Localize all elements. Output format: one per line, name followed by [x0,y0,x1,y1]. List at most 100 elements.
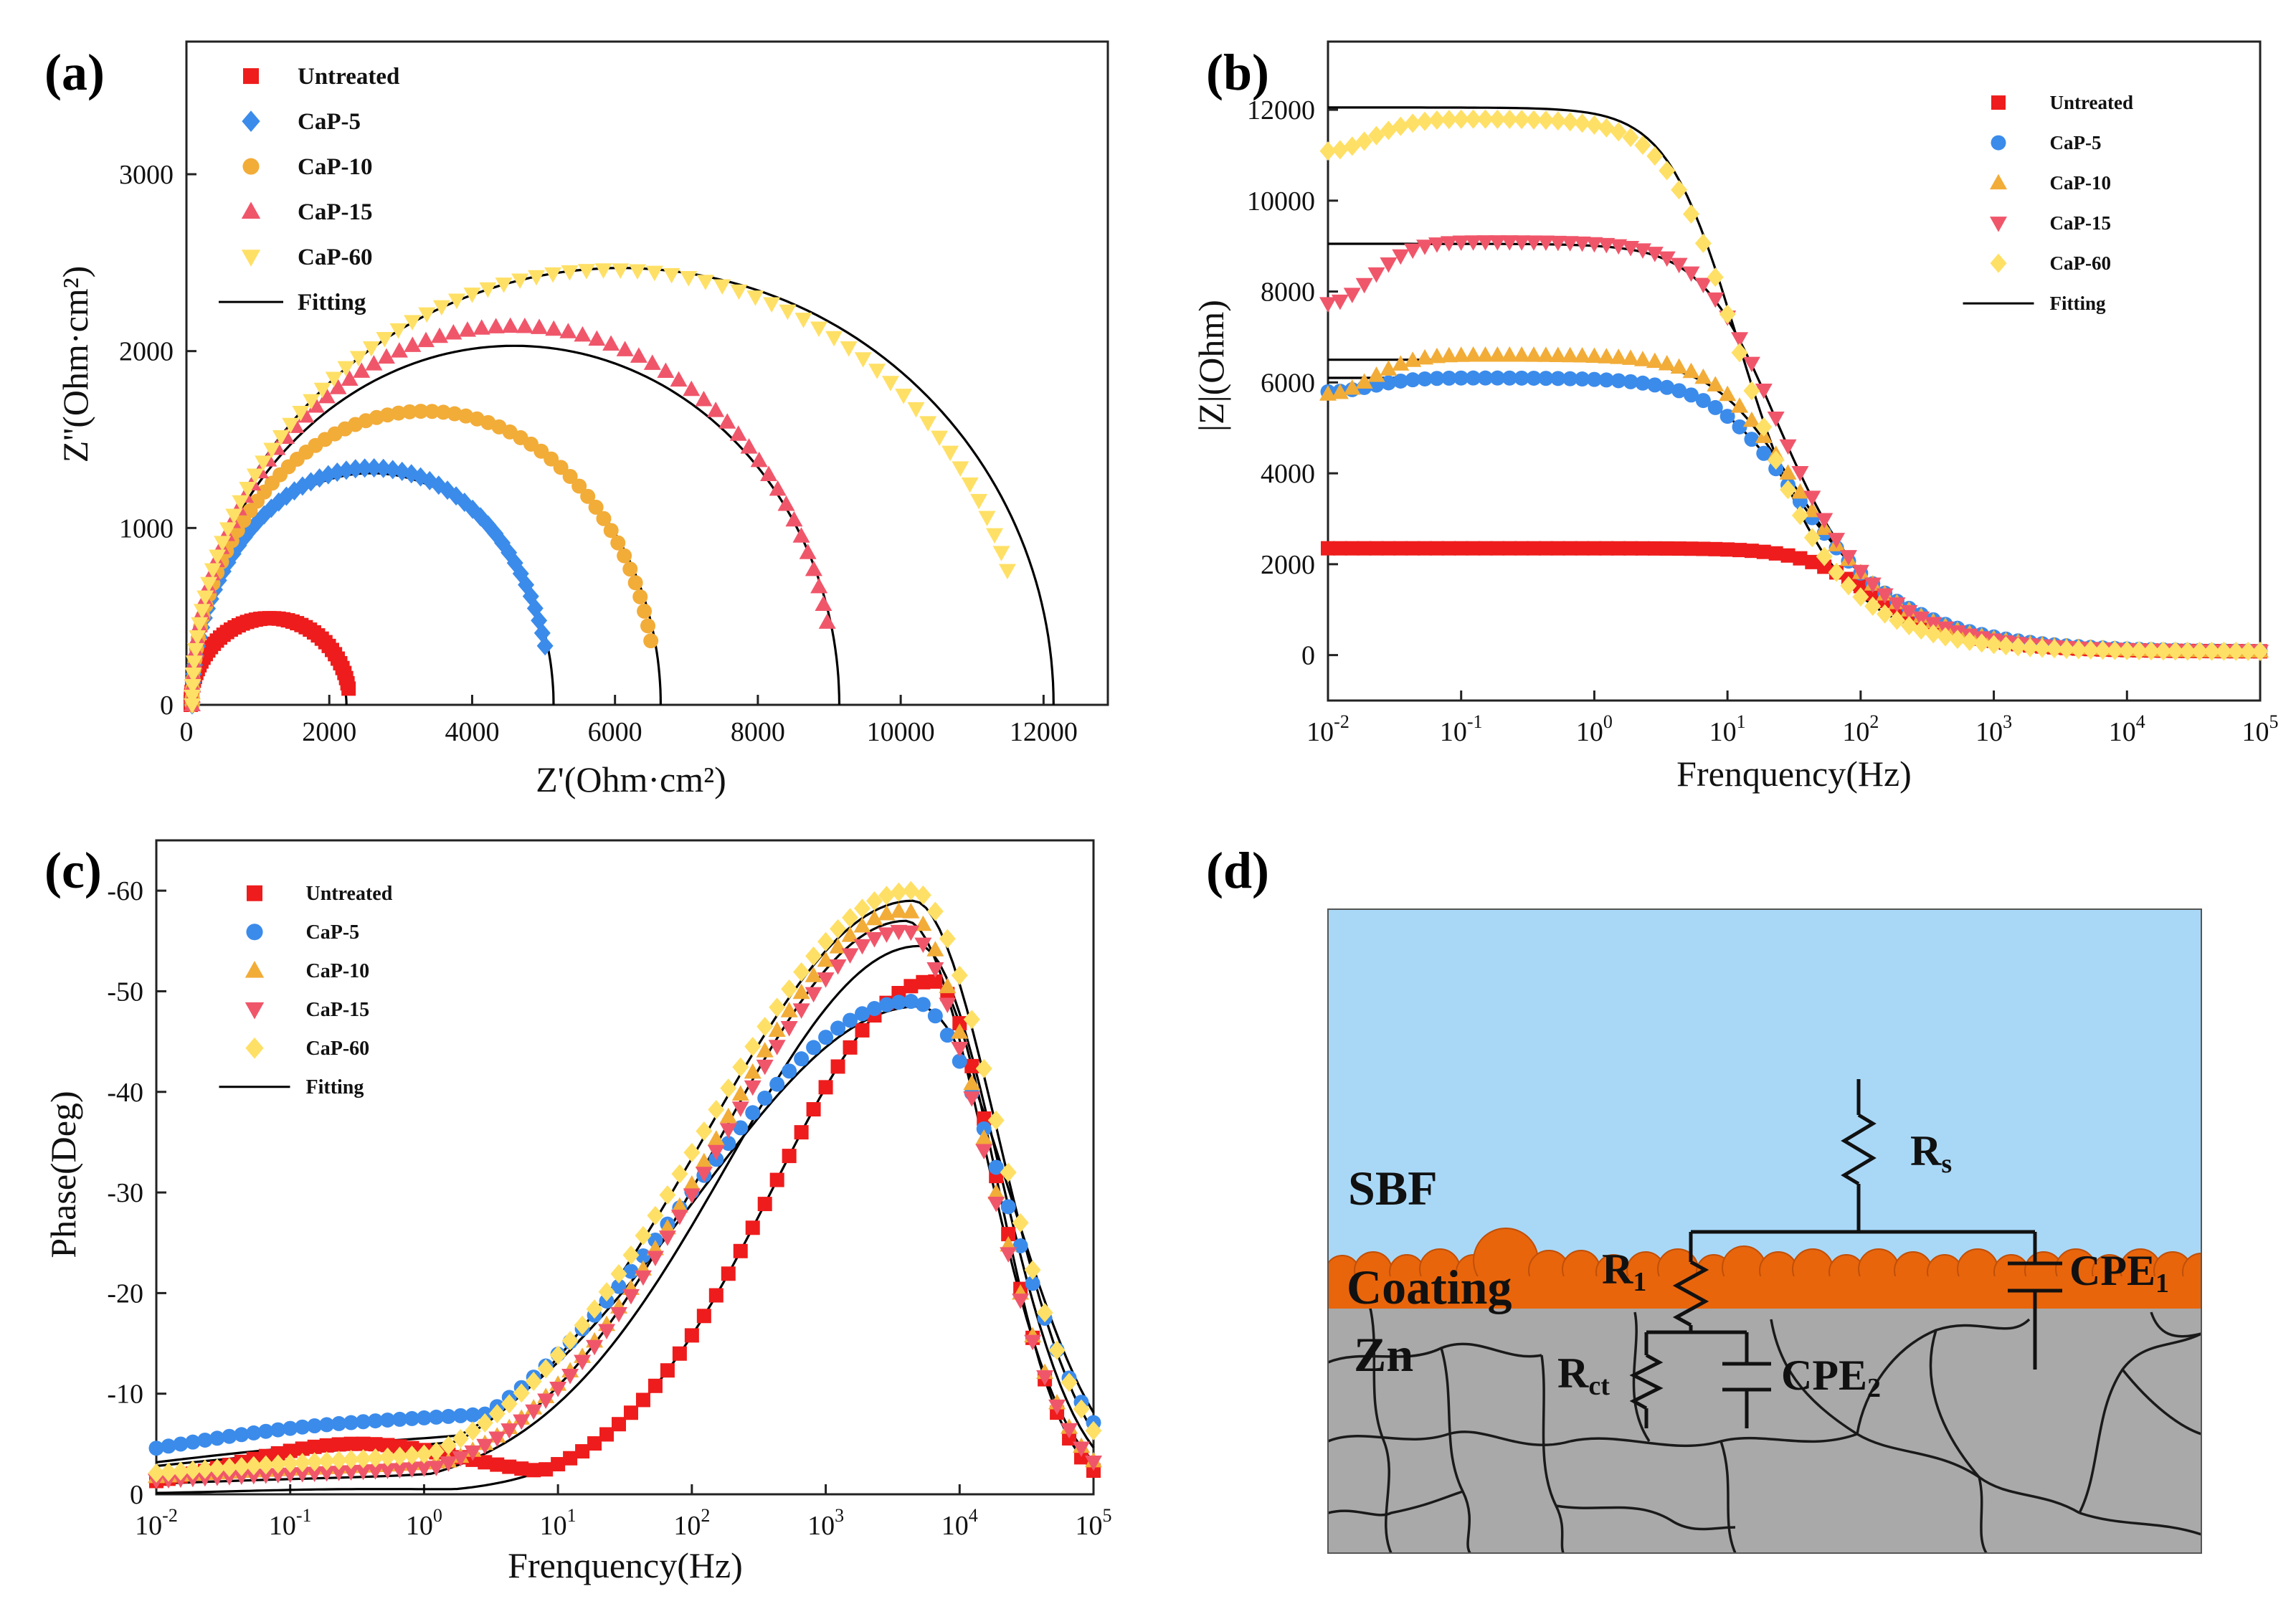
data-point-untreated [1611,541,1626,556]
data-point-cap-10 [683,1174,701,1191]
panel-b-legend: Untreated CaP-5 CaP-10 CaP-15 CaP-60 Fitting [1963,92,2133,314]
data-point-cap-10 [707,1130,725,1146]
panel-b-ytick: 2000 [1261,550,1315,580]
data-point-cap-60 [186,642,204,659]
data-point-cap-15 [695,1167,713,1182]
data-point-untreated [1853,579,1868,594]
data-point-cap-10 [1440,346,1458,363]
data-point-cap-15 [1876,588,1894,604]
data-point-cap-60 [952,461,969,477]
panel-c-bode-phase: (c) 10-2 10-1 100 101 102 103 104 105 0 -10 -20 -30… [43,839,1112,1585]
data-point-cap-60 [209,549,227,565]
data-point-cap-15 [1888,597,1906,613]
data-point-cap-60 [196,1459,214,1479]
grain-boundary [2150,1311,2201,1338]
grain-boundary [1368,1304,1393,1553]
data-point-cap-15 [792,1003,810,1019]
data-point-cap-15 [731,1101,749,1117]
panel-b-ytick: 4000 [1261,459,1315,489]
data-point-cap-60 [1562,112,1579,132]
data-point-cap-15 [559,323,577,338]
data-point-cap-60 [1513,110,1530,130]
data-point-cap-10 [603,523,619,538]
data-point-cap-5 [1526,370,1542,386]
legend-marker-cap-10 [1990,174,2007,190]
data-point-cap-60 [1392,116,1409,136]
data-point-cap-15 [683,380,701,397]
data-point-cap-60 [1646,146,1664,166]
data-point-untreated [855,1022,870,1038]
panel-b-ytick: 6000 [1261,368,1315,398]
legend-marker-cap-5 [1991,135,2006,151]
data-point-cap-60 [1852,587,1869,607]
data-point-cap-60 [2130,641,2148,661]
panel-a-xtick: 6000 [588,717,642,747]
data-point-cap-10 [1707,376,1725,391]
legend-marker-cap-15 [1990,217,2007,232]
data-point-cap-60 [282,417,300,434]
data-point-cap-15 [643,354,661,370]
legend-label-cap-5: CaP-5 [2050,132,2102,153]
data-point-cap-60 [209,1458,226,1479]
panel-a-xtick: 12000 [1010,717,1078,747]
data-point-cap-15 [501,317,519,333]
panel-label-c: (c) [44,842,102,899]
data-point-cap-5 [903,994,919,1010]
legend-marker-untreated [247,885,262,901]
data-point-cap-10 [1355,373,1373,389]
data-point-cap-60 [1840,576,1857,596]
data-point-untreated [635,1392,650,1408]
data-point-untreated [1696,541,1711,556]
data-point-cap-10 [744,1063,762,1079]
data-point-untreated [806,1102,821,1117]
panel-c-ylabel: Phase(Deg) [43,1091,83,1258]
data-point-cap-10 [914,915,932,931]
data-point-cap-60 [2082,640,2100,660]
data-point-untreated [1550,541,1565,556]
data-point-cap-15 [257,1468,275,1484]
data-point-untreated [575,1444,590,1459]
data-point-cap-15 [1549,235,1567,252]
data-point-untreated [612,1417,627,1432]
data-point-cap-60 [232,495,250,511]
panel-a-ytick: 1000 [119,513,174,544]
panel-a-xtick: 2000 [302,717,356,747]
grain-boundary [1770,1319,1858,1435]
data-point-cap-5 [1623,374,1638,389]
data-point-cap-60 [744,1037,762,1057]
data-point-untreated [672,1346,687,1361]
data-point-untreated [1562,541,1578,556]
data-point-cap-10 [562,468,578,484]
data-point-cap-60 [313,382,331,399]
data-point-cap-60 [574,1315,591,1335]
data-point-cap-60 [1671,180,1688,200]
panel-b-xtick: 105 [2242,711,2279,747]
data-point-cap-60 [907,402,925,418]
data-point-cap-15 [1501,235,1519,251]
data-point-cap-60 [986,528,1004,544]
r1-resistor [1672,1260,1709,1327]
data-point-cap-60 [379,1447,397,1467]
data-point-cap-60 [511,273,529,289]
data-point-cap-60 [549,1345,566,1365]
data-point-untreated [1332,541,1347,556]
legend-marker-cap-5 [246,924,263,941]
data-point-untreated [1768,546,1783,561]
legend-marker-cap-60 [241,250,261,267]
data-point-cap-15 [1585,237,1603,253]
data-point-untreated [1538,541,1553,556]
panel-a-plot-area: 0 2000 4000 6000 8000 10000 12000 0 1000 2000 3000 [119,40,1109,747]
data-point-cap-5 [197,1432,213,1448]
data-point-untreated [1647,541,1662,556]
data-point-cap-60 [2106,640,2123,660]
data-point-cap-60 [561,265,579,281]
data-point-cap-5 [465,1407,480,1423]
legend-label-cap-5: CaP-5 [306,921,360,944]
data-point-cap-5 [161,1438,176,1454]
data-point-cap-5 [1429,371,1445,386]
panel-a-legend: Untreated CaP-5 CaP-10 CaP-15 CaP-60 Fitting [219,64,399,315]
data-point-cap-5 [1575,371,1590,387]
data-point-cap-60 [447,293,465,309]
data-point-cap-10 [1742,411,1760,427]
data-point-cap-15 [431,327,449,343]
